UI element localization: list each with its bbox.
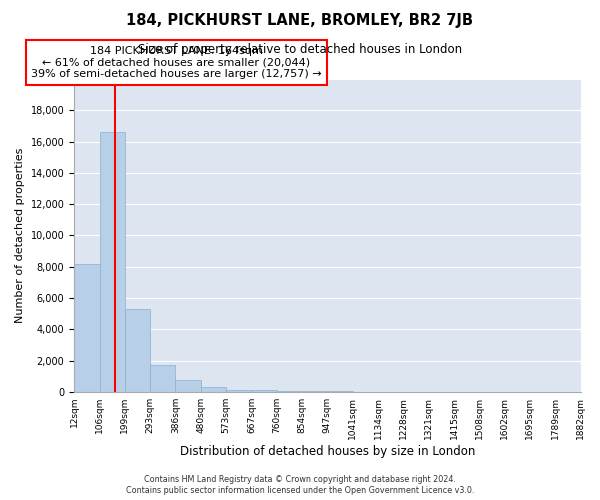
Text: 184 PICKHURST LANE: 164sqm
← 61% of detached houses are smaller (20,044)
39% of : 184 PICKHURST LANE: 164sqm ← 61% of deta… (31, 46, 322, 79)
Bar (201, 388, 226, 392)
Text: 184, PICKHURST LANE, BROMLEY, BR2 7JB: 184, PICKHURST LANE, BROMLEY, BR2 7JB (127, 12, 473, 28)
X-axis label: Distribution of detached houses by size in London: Distribution of detached houses by size … (179, 444, 475, 458)
Bar (100, 132, 125, 392)
Text: Contains public sector information licensed under the Open Government Licence v3: Contains public sector information licen… (126, 486, 474, 495)
Bar (125, 309, 150, 392)
Bar (302, 391, 328, 392)
Text: Size of property relative to detached houses in London: Size of property relative to detached ho… (138, 42, 462, 56)
Text: Contains HM Land Registry data © Crown copyright and database right 2024.: Contains HM Land Registry data © Crown c… (144, 475, 456, 484)
Y-axis label: Number of detached properties: Number of detached properties (15, 148, 25, 323)
Bar (251, 390, 277, 392)
Bar (175, 380, 201, 392)
Bar (150, 364, 175, 392)
Bar (226, 390, 251, 392)
Bar (74, 264, 100, 392)
Bar (277, 390, 302, 392)
